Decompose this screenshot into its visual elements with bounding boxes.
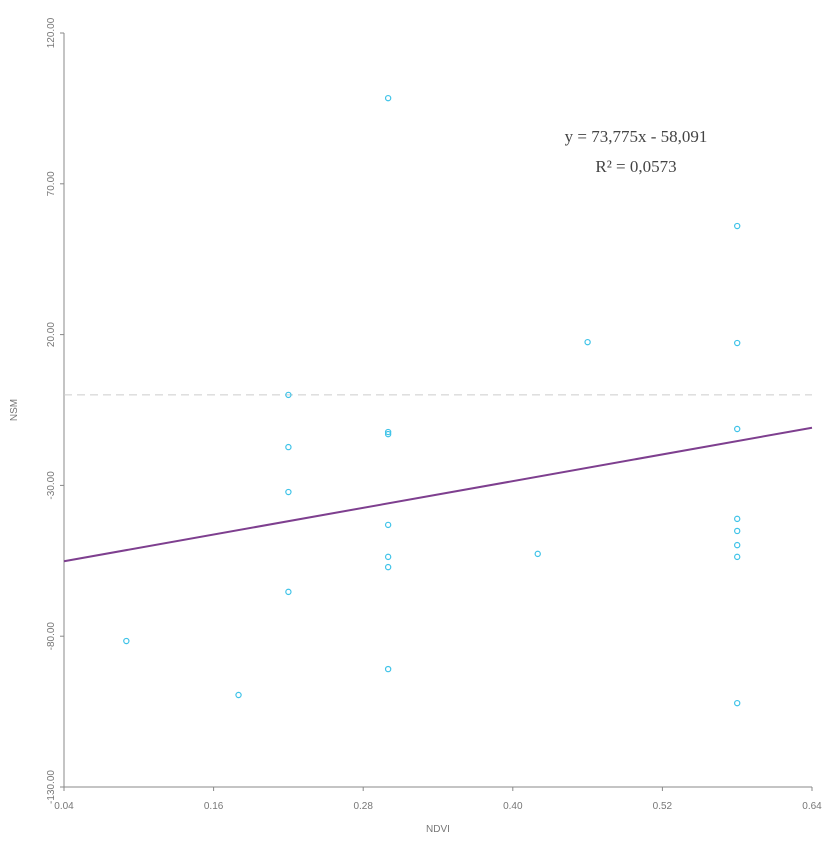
x-tick-label: 0.52: [653, 801, 673, 812]
point: [384, 428, 392, 436]
point: [734, 541, 741, 549]
x-tick-label: 0.40: [503, 801, 523, 812]
point: [384, 521, 392, 529]
point: [123, 637, 130, 645]
x-tick-label: 0.04: [54, 801, 74, 812]
point: [734, 339, 741, 347]
point: [734, 222, 741, 230]
trend-r2: R² = 0,0573: [595, 157, 676, 176]
point: [734, 515, 741, 523]
trend-equation: y = 73,775x - 58,091: [565, 127, 708, 146]
point: [384, 94, 392, 102]
point: [384, 665, 392, 673]
point: [734, 553, 741, 561]
x-tick-label: 0.16: [204, 801, 224, 812]
y-axis-label: NSM: [9, 399, 20, 421]
point: [734, 699, 741, 707]
y-tick-label: 120.00: [46, 17, 57, 48]
y-tick-label: -130.00: [46, 770, 57, 804]
point: [534, 550, 541, 558]
point: [584, 338, 591, 346]
y-tick-label: -80.00: [46, 622, 57, 651]
point: [285, 443, 292, 451]
point: [384, 563, 392, 571]
point: [285, 488, 292, 496]
point: [285, 391, 292, 399]
y-tick-label: 70.00: [46, 171, 57, 196]
point: [734, 425, 741, 433]
point: [384, 553, 392, 561]
point: [384, 430, 392, 438]
point: [285, 588, 292, 596]
x-axis-label: NDVI: [426, 824, 450, 835]
x-tick-label: 0.28: [353, 801, 373, 812]
point: [235, 691, 242, 699]
x-tick-label: 0.64: [802, 801, 822, 812]
y-tick-label: -30.00: [46, 471, 57, 500]
y-tick-label: 20.00: [46, 322, 57, 347]
trend-line: [63, 426, 813, 563]
point: [734, 527, 741, 535]
